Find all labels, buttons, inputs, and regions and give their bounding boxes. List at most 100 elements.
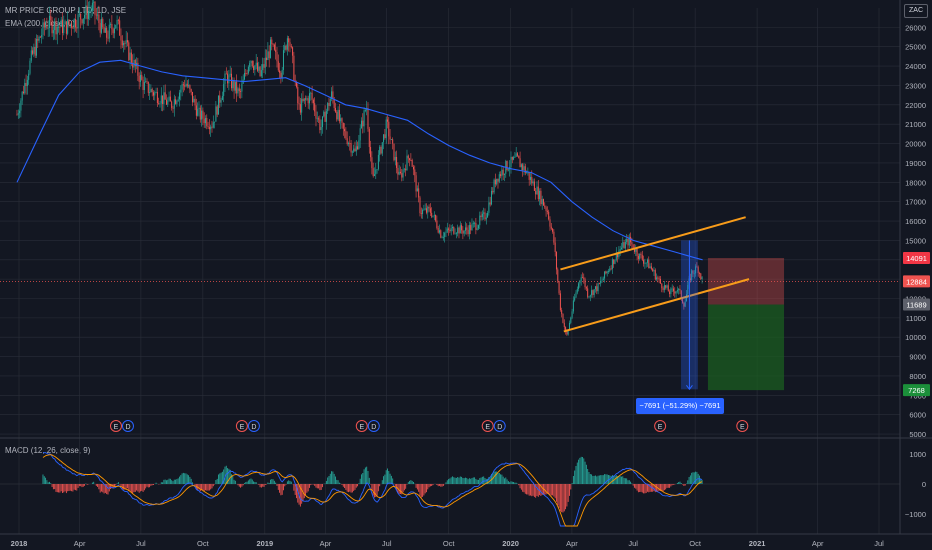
candle (162, 95, 164, 104)
candle (601, 280, 603, 282)
candle (363, 110, 365, 127)
candle (90, 10, 92, 12)
candle (163, 92, 165, 104)
candle (264, 57, 266, 68)
candle (123, 42, 125, 46)
candle (453, 226, 455, 234)
macd-signal-line[interactable] (42, 454, 703, 527)
price-label-tag[interactable] (903, 252, 930, 265)
x-tick-label: 2020 (502, 539, 519, 548)
y-tick-label: 15000 (905, 236, 926, 245)
candle (458, 227, 460, 234)
dividend-marker[interactable] (247, 420, 260, 432)
candle (576, 288, 578, 293)
x-tick-label: Apr (74, 539, 86, 548)
earnings-marker[interactable] (736, 420, 749, 432)
candle (494, 179, 496, 185)
earnings-marker-label: E (658, 424, 663, 431)
candle (320, 127, 322, 131)
candle (433, 214, 435, 216)
x-tick-label: Apr (812, 539, 824, 548)
price-label-tag[interactable] (903, 275, 930, 288)
candle (332, 91, 334, 100)
dividend-marker[interactable] (493, 420, 506, 432)
ema-line[interactable] (16, 59, 703, 261)
currency-badge[interactable]: ZAC (904, 4, 928, 18)
candle (224, 73, 226, 85)
candle (493, 179, 495, 193)
candle (333, 99, 335, 108)
candle (306, 98, 308, 100)
position-zones (0, 258, 900, 391)
candle (277, 61, 279, 71)
candle (344, 128, 346, 132)
candle (674, 291, 676, 294)
candle (52, 30, 54, 34)
candle (623, 242, 625, 249)
price-label-tag[interactable] (903, 384, 930, 397)
candle (620, 247, 622, 250)
dividend-marker[interactable] (367, 420, 380, 432)
macd-tick-label: −1000 (905, 510, 926, 519)
earnings-marker[interactable] (235, 420, 248, 432)
candle (77, 14, 79, 29)
candle (325, 111, 327, 122)
candle (394, 157, 396, 161)
candle (42, 22, 44, 35)
macd-line[interactable] (42, 452, 703, 527)
target-zone[interactable] (707, 304, 785, 391)
candle (654, 270, 656, 280)
candle (217, 95, 219, 115)
candle (139, 74, 141, 82)
candle (472, 222, 474, 224)
candle (523, 166, 525, 171)
candle (592, 290, 594, 295)
candle (405, 168, 407, 171)
candle (550, 226, 552, 229)
candle (236, 81, 238, 94)
candle (487, 212, 489, 218)
candle (37, 38, 39, 41)
macd-legend[interactable]: MACD (12, 26, close, 9) (5, 446, 91, 455)
candle (223, 84, 225, 96)
candle (490, 191, 492, 205)
candle (191, 91, 193, 103)
candle (16, 114, 18, 116)
candle (696, 266, 698, 268)
candle (203, 118, 205, 124)
candle (189, 85, 191, 90)
candle (147, 81, 149, 93)
candle (484, 212, 486, 220)
earnings-marker[interactable] (654, 420, 667, 432)
x-tick-label: Apr (566, 539, 578, 548)
price-label-tag[interactable] (903, 298, 930, 311)
earnings-marker[interactable] (481, 420, 494, 432)
candle (678, 288, 680, 291)
ema-legend[interactable]: EMA (200, close, 0) (5, 19, 75, 28)
candle (164, 92, 166, 100)
candle (234, 81, 236, 91)
candle (427, 206, 429, 213)
candle (220, 99, 222, 103)
candle (401, 173, 403, 178)
candle (350, 143, 352, 153)
y-tick-label: 19000 (905, 159, 926, 168)
stop-zone[interactable] (707, 258, 785, 305)
candle (657, 277, 659, 279)
candle (321, 116, 323, 128)
candle (132, 62, 134, 68)
candle (627, 239, 629, 246)
candle (303, 98, 305, 102)
candle (633, 248, 635, 252)
channel-lower-line[interactable] (563, 278, 750, 333)
earnings-marker[interactable] (355, 420, 368, 432)
candle (206, 118, 208, 127)
channel-upper-line[interactable] (560, 216, 746, 271)
earnings-marker[interactable] (109, 420, 122, 432)
candle (155, 91, 157, 93)
candle (483, 212, 485, 214)
candle (160, 95, 162, 104)
dividend-marker[interactable] (121, 420, 134, 432)
candle (496, 178, 498, 185)
